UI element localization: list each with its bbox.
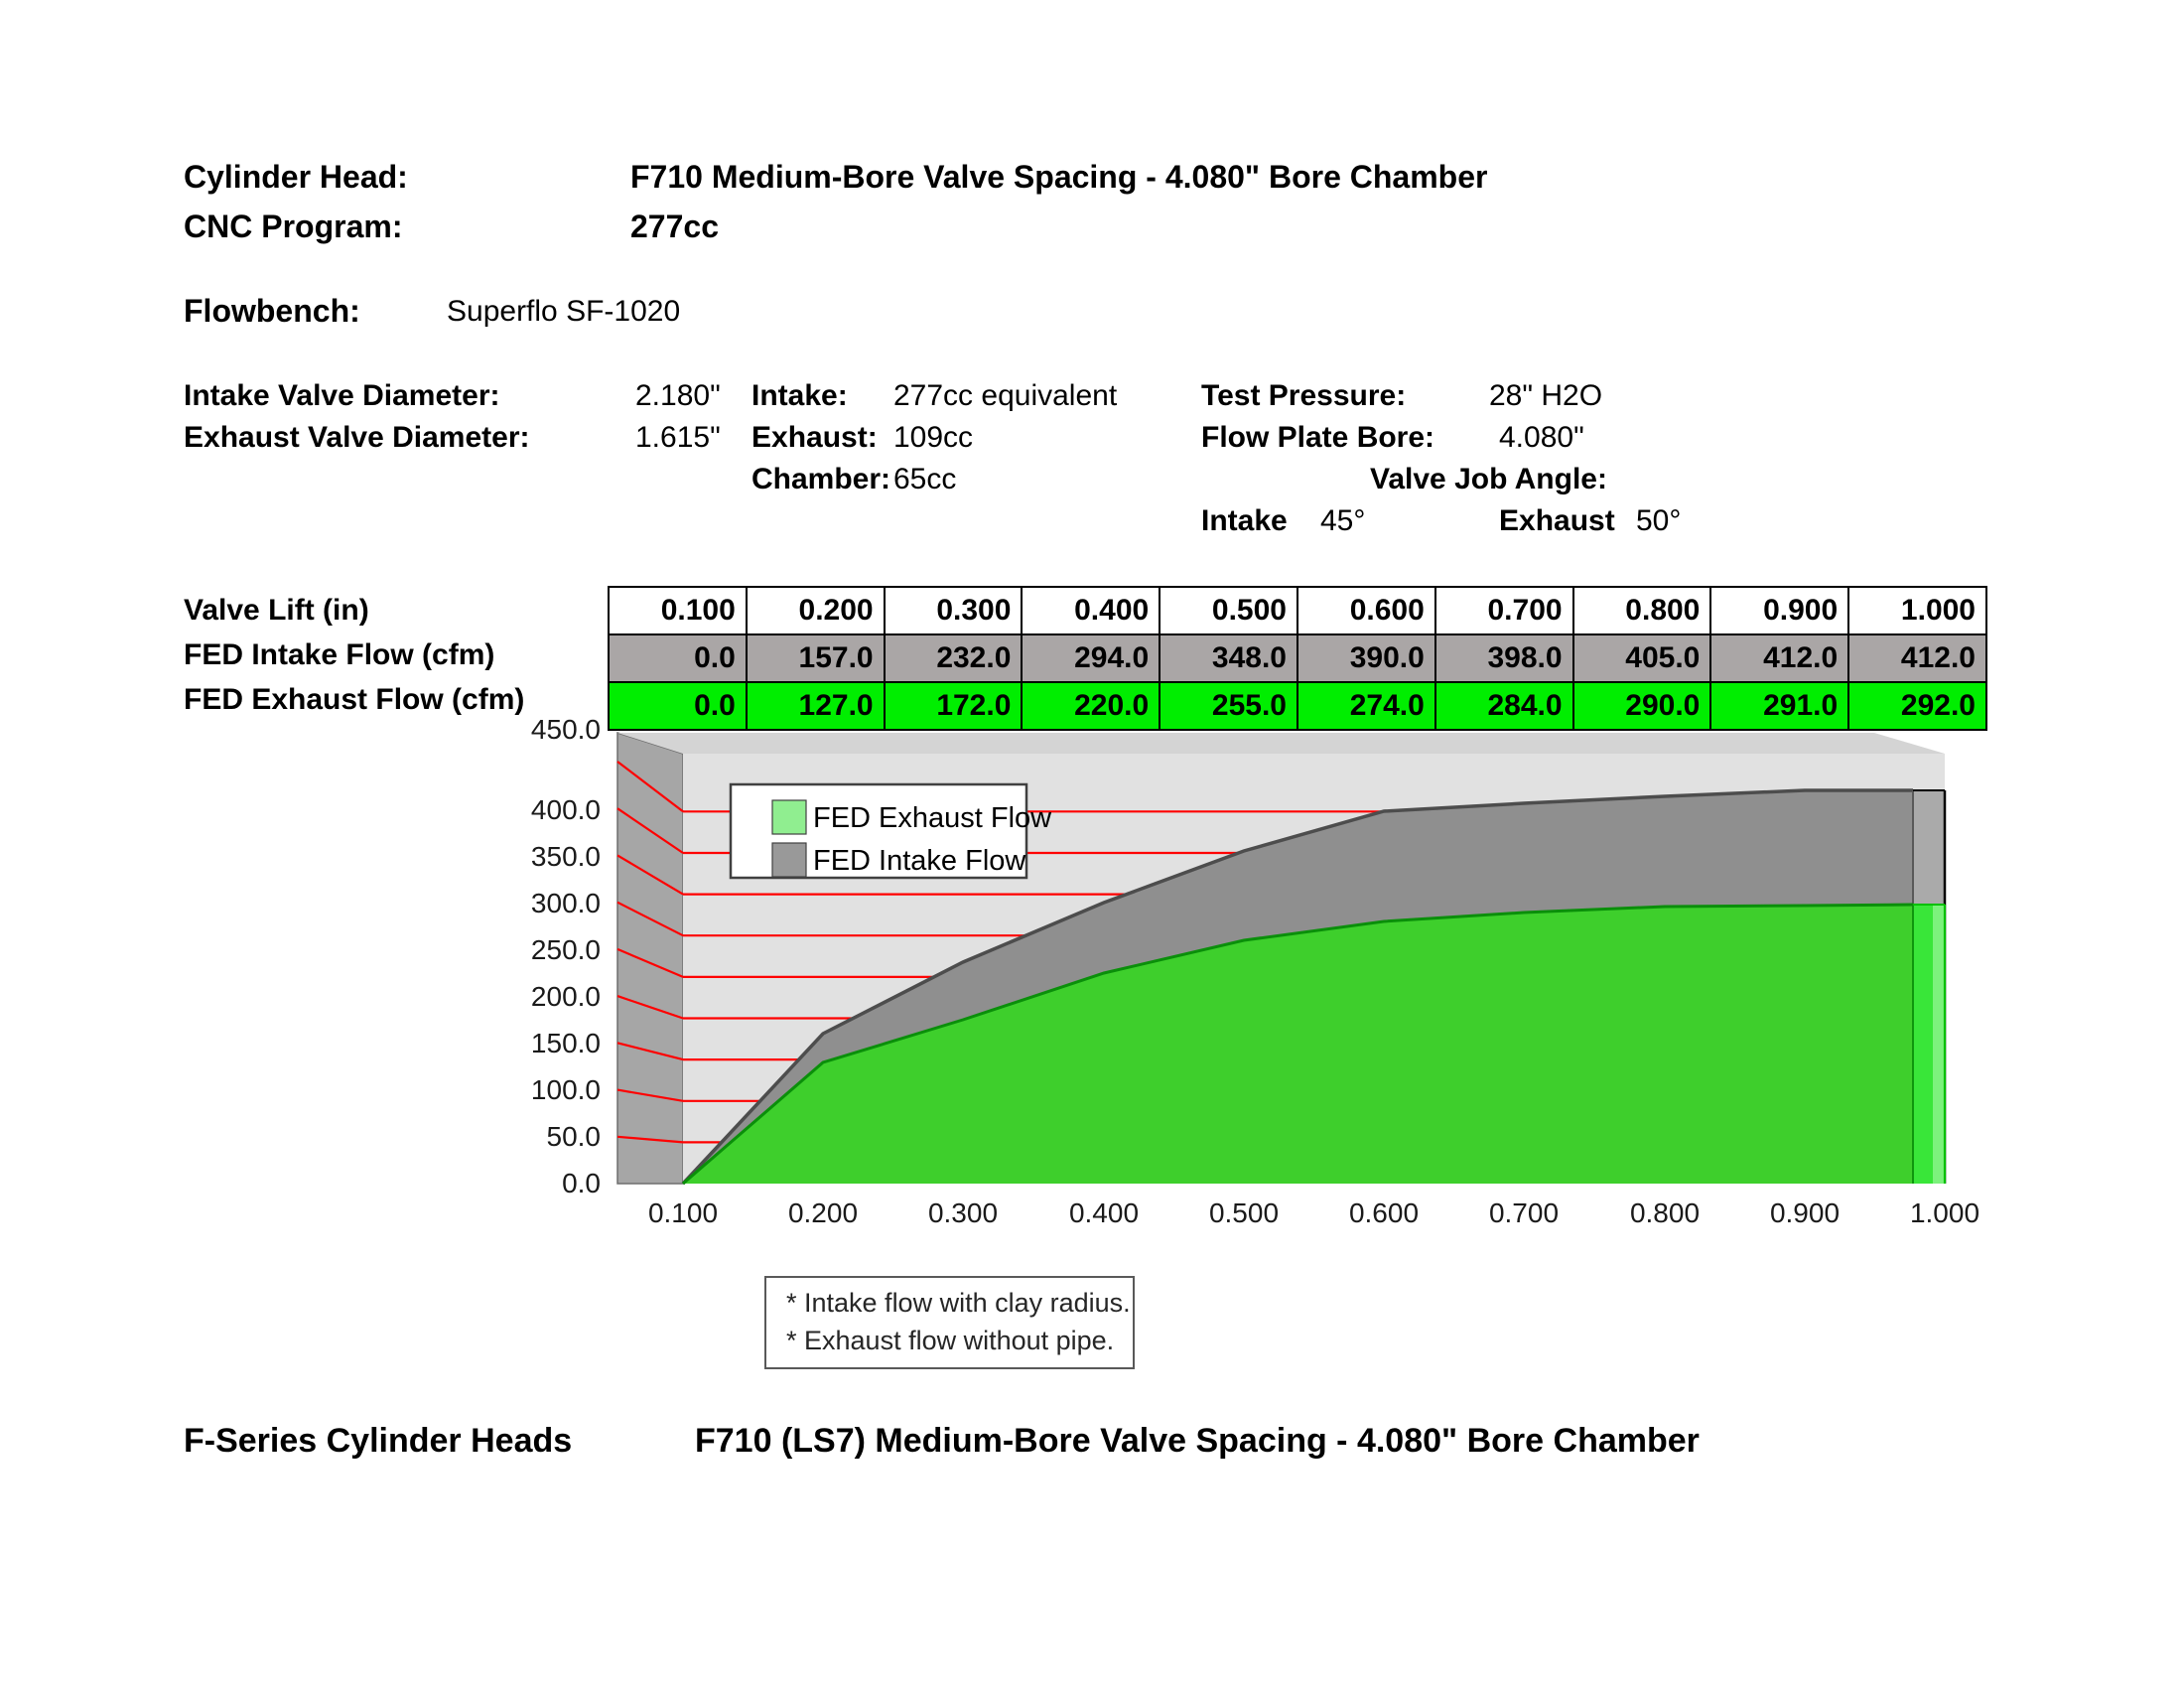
svg-text:400.0: 400.0	[531, 794, 601, 825]
svg-text:FED Exhaust Flow: FED Exhaust Flow	[813, 802, 1052, 834]
svg-text:450.0: 450.0	[531, 714, 601, 745]
svg-text:0.900: 0.900	[1770, 1197, 1840, 1228]
svg-text:0.300: 0.300	[928, 1197, 998, 1228]
svg-text:FED Intake Flow: FED Intake Flow	[813, 845, 1026, 877]
svg-text:0.800: 0.800	[1630, 1197, 1700, 1228]
svg-text:0.200: 0.200	[788, 1197, 858, 1228]
svg-text:100.0: 100.0	[531, 1074, 601, 1105]
svg-text:0.700: 0.700	[1489, 1197, 1559, 1228]
svg-text:200.0: 200.0	[531, 981, 601, 1012]
svg-text:0.600: 0.600	[1349, 1197, 1419, 1228]
svg-text:300.0: 300.0	[531, 888, 601, 918]
svg-text:50.0: 50.0	[547, 1121, 602, 1152]
svg-text:0.500: 0.500	[1209, 1197, 1279, 1228]
svg-text:250.0: 250.0	[531, 934, 601, 965]
svg-text:1.000: 1.000	[1910, 1197, 1979, 1228]
svg-text:350.0: 350.0	[531, 841, 601, 872]
svg-text:0.100: 0.100	[648, 1197, 718, 1228]
svg-text:0.0: 0.0	[562, 1168, 601, 1198]
svg-text:150.0: 150.0	[531, 1028, 601, 1058]
svg-text:0.400: 0.400	[1069, 1197, 1139, 1228]
